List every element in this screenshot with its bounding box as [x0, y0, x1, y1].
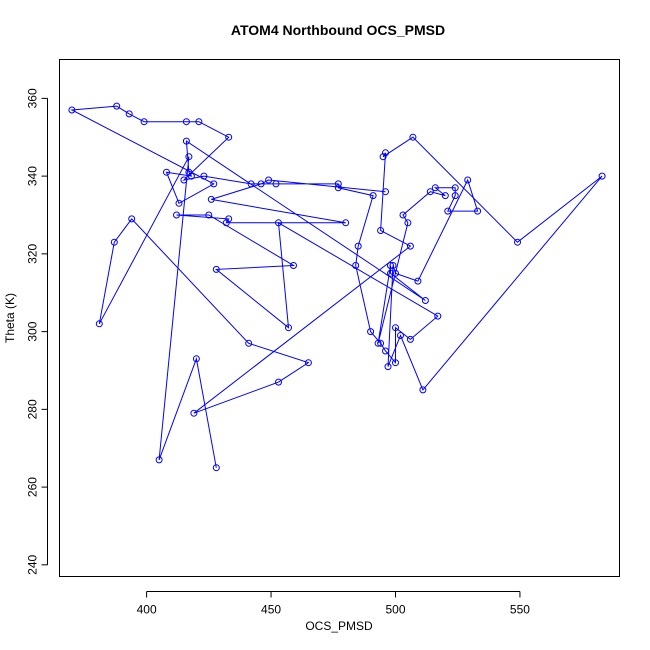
data-point — [200, 172, 208, 180]
data-point — [210, 180, 218, 188]
data-point — [205, 211, 213, 219]
data-point — [290, 262, 297, 269]
series-line — [70, 105, 603, 468]
data-point — [245, 339, 253, 347]
data-point — [474, 207, 482, 215]
y-tick-label: 280 — [26, 399, 40, 419]
y-tick-label: 300 — [26, 321, 40, 341]
data-point — [175, 199, 183, 207]
data-point — [182, 137, 190, 145]
data-point — [222, 219, 230, 227]
data-point — [434, 312, 442, 320]
data-point — [409, 133, 417, 141]
data-point — [128, 215, 136, 223]
x-tick-label: 500 — [385, 603, 405, 617]
data-point — [192, 355, 200, 363]
data-point — [257, 180, 265, 188]
data-point — [110, 238, 118, 246]
data-point — [382, 188, 389, 196]
data-point — [421, 297, 429, 304]
data-point — [392, 359, 399, 367]
data-point — [464, 176, 472, 184]
data-point — [265, 176, 273, 184]
data-point — [304, 359, 312, 367]
data-point — [451, 192, 459, 200]
data-point — [182, 118, 190, 126]
data-point — [140, 118, 148, 126]
data-point — [207, 195, 215, 203]
y-tick-label: 260 — [26, 477, 40, 497]
data-point — [212, 464, 220, 472]
data-point — [379, 153, 387, 161]
data-point — [195, 118, 203, 126]
y-axis: 240 260 280 300 320 340 360 — [26, 88, 48, 575]
data-point — [95, 320, 103, 328]
data-point — [377, 227, 385, 234]
data-point — [173, 211, 180, 219]
data-point — [397, 332, 404, 339]
data-point — [354, 242, 362, 250]
data-point — [426, 188, 434, 196]
data-point — [113, 102, 121, 110]
data-point — [514, 238, 521, 246]
data-point — [342, 219, 350, 227]
y-tick-label: 240 — [26, 555, 40, 575]
x-axis-label: OCS_PMSD — [305, 619, 373, 633]
data-point — [68, 106, 76, 114]
x-tick-label: 450 — [261, 603, 281, 617]
plot-area — [59, 59, 620, 577]
data-point — [389, 262, 397, 269]
y-tick-label: 340 — [26, 166, 40, 186]
y-axis-label: Theta (K) — [3, 293, 17, 343]
data-point — [190, 409, 198, 417]
data-point — [382, 347, 389, 355]
data-point — [374, 339, 382, 347]
data-point — [163, 168, 170, 176]
data-point — [404, 219, 412, 227]
y-tick-label: 360 — [26, 88, 40, 108]
data-point — [387, 269, 394, 277]
data-point — [431, 184, 439, 192]
data-point — [367, 328, 375, 336]
data-point — [180, 176, 188, 184]
data-point — [414, 277, 422, 285]
y-tick-label: 320 — [26, 244, 40, 264]
data-point — [225, 133, 233, 141]
data-point — [399, 211, 407, 219]
x-tick-label: 400 — [137, 603, 157, 617]
data-point — [441, 192, 449, 200]
data-point — [419, 386, 427, 394]
data-point — [384, 363, 392, 371]
data-point — [187, 172, 195, 180]
data-point — [444, 207, 452, 215]
data-point — [406, 335, 414, 343]
data-point — [272, 180, 280, 188]
data-point — [598, 172, 606, 180]
data-point — [275, 219, 282, 227]
x-tick-label: 550 — [510, 603, 530, 617]
data-point — [275, 378, 282, 386]
data-point — [392, 269, 399, 277]
data-point — [125, 110, 133, 118]
data-point — [334, 180, 342, 188]
data-point — [285, 324, 292, 332]
x-axis: 400 450 500 550 — [137, 591, 530, 617]
data-point — [369, 192, 377, 200]
data-point — [185, 153, 193, 161]
series-layer — [68, 102, 606, 472]
data-point — [352, 262, 360, 269]
data-point — [406, 242, 414, 250]
data-point — [334, 184, 342, 192]
chart-title: ATOM4 Northbound OCS_PMSD — [231, 22, 445, 38]
data-point — [451, 184, 459, 192]
data-point — [155, 456, 163, 464]
data-point — [387, 262, 394, 269]
data-point — [392, 324, 399, 332]
data-point — [212, 265, 220, 273]
data-point — [377, 339, 385, 347]
data-point — [247, 180, 255, 188]
